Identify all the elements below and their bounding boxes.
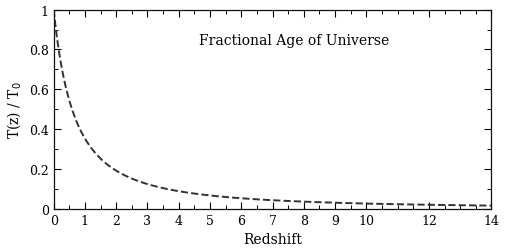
Y-axis label: T(z) / T$_0$: T(z) / T$_0$ (6, 81, 23, 139)
Text: Fractional Age of Universe: Fractional Age of Universe (199, 34, 389, 48)
X-axis label: Redshift: Redshift (243, 233, 302, 246)
